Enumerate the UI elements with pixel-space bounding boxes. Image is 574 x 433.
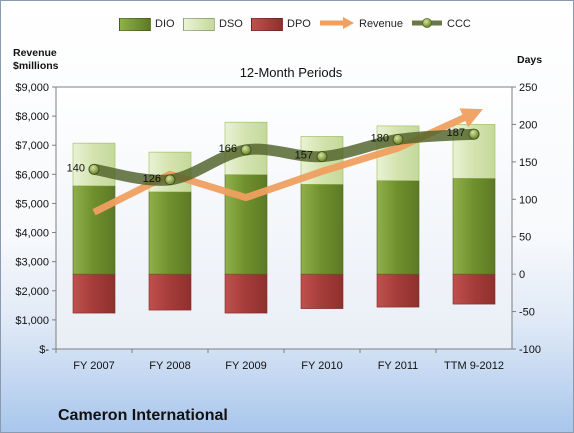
category-label: TTM 9-2012 xyxy=(444,360,504,372)
ccc-point xyxy=(468,128,480,140)
right-tick-label: 50 xyxy=(519,232,531,244)
legend-item-dio: DIO xyxy=(119,17,175,31)
legend-item-ccc: CCC xyxy=(411,17,471,31)
bar-dio xyxy=(376,180,420,275)
right-tick-label: 150 xyxy=(519,157,537,169)
left-tick-label: $5,000 xyxy=(15,198,49,210)
left-tick-label: $- xyxy=(39,344,49,356)
right-tick-label: 0 xyxy=(519,269,525,281)
company-name: Cameron International xyxy=(58,407,228,424)
legend-swatch-dpo xyxy=(251,17,283,31)
category-label: FY 2010 xyxy=(301,360,342,372)
right-axis-title: Days xyxy=(517,54,543,66)
bar-dpo xyxy=(148,273,192,311)
right-tick-label: -100 xyxy=(519,344,541,356)
bar-dio xyxy=(300,184,344,275)
legend-swatch-dio xyxy=(119,17,151,31)
legend-item-dso: DSO xyxy=(183,17,243,31)
legend-label-revenue: Revenue xyxy=(359,18,404,30)
bar-dio xyxy=(148,191,192,275)
ccc-data-label: 180 xyxy=(371,132,389,144)
left-tick-label: $4,000 xyxy=(15,228,49,240)
bar-dio xyxy=(452,178,496,275)
left-tick-label: $8,000 xyxy=(15,111,49,123)
bar-dio xyxy=(72,185,116,275)
category-label: FY 2009 xyxy=(225,360,266,372)
legend-label-dso: DSO xyxy=(219,18,243,30)
ccc-data-label: 187 xyxy=(447,127,465,139)
chart-title: 12-Month Periods xyxy=(239,65,343,80)
left-tick-label: $1,000 xyxy=(15,315,49,327)
right-tick-label: -50 xyxy=(519,307,535,319)
category-label: FY 2007 xyxy=(73,360,114,372)
ccc-line xyxy=(88,128,480,186)
category-label: FY 2011 xyxy=(378,360,419,372)
ccc-point xyxy=(88,163,100,175)
left-tick-label: $3,000 xyxy=(15,257,49,269)
left-tick-label: $6,000 xyxy=(15,169,49,181)
right-tick-label: 250 xyxy=(519,82,537,94)
ccc-point xyxy=(240,144,252,156)
right-tick-label: 100 xyxy=(519,194,537,206)
bar-dpo xyxy=(376,273,420,308)
ccc-point xyxy=(164,174,176,186)
ccc-data-label: 157 xyxy=(295,150,313,162)
legend-swatch-dso xyxy=(183,17,215,31)
legend-label-dpo: DPO xyxy=(287,18,311,30)
bar-dpo xyxy=(224,273,268,314)
ccc-data-label: 140 xyxy=(67,162,85,174)
ccc-data-label: 126 xyxy=(143,173,161,185)
right-tick-label: 200 xyxy=(519,119,537,131)
bar-dpo xyxy=(300,273,344,309)
legend-swatch-ccc xyxy=(411,17,443,32)
ccc-point xyxy=(316,151,328,163)
legend-label-dio: DIO xyxy=(155,18,175,30)
ccc-data-label: 166 xyxy=(219,143,237,155)
left-axis-title: Revenue $millions xyxy=(13,47,59,73)
legend-item-revenue: Revenue xyxy=(319,16,404,32)
left-tick-label: $2,000 xyxy=(15,286,49,298)
legend-swatch-revenue xyxy=(319,16,355,32)
left-axis-title-line2: $millions xyxy=(13,60,59,72)
bar-dpo xyxy=(452,273,496,305)
left-axis-title-line1: Revenue xyxy=(13,47,57,59)
ccc-point xyxy=(392,133,404,145)
bar-dpo xyxy=(72,273,116,314)
legend-label-ccc: CCC xyxy=(447,18,471,30)
category-label: FY 2008 xyxy=(149,360,190,372)
left-tick-label: $9,000 xyxy=(15,82,49,94)
legend-item-dpo: DPO xyxy=(251,17,311,31)
left-tick-label: $7,000 xyxy=(15,140,49,152)
